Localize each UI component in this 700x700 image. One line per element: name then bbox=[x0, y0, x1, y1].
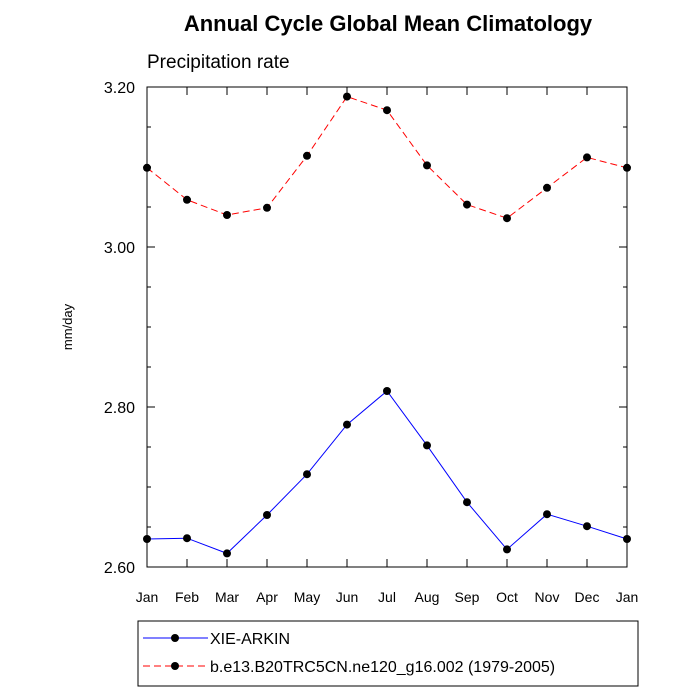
data-point bbox=[263, 203, 271, 212]
legend-marker bbox=[171, 662, 179, 670]
data-point bbox=[543, 510, 551, 519]
x-tick-label: Nov bbox=[535, 589, 560, 605]
x-tick-label: Feb bbox=[175, 589, 199, 605]
data-point bbox=[303, 151, 311, 160]
chart-subtitle: Precipitation rate bbox=[147, 52, 290, 73]
plot-frame bbox=[146, 86, 628, 568]
data-point bbox=[183, 534, 191, 543]
y-tick-label: 3.20 bbox=[104, 80, 135, 97]
x-tick-label: Jun bbox=[336, 589, 359, 605]
data-point bbox=[623, 163, 631, 172]
data-point bbox=[463, 498, 471, 507]
y-axis-label: mm/day bbox=[60, 303, 75, 350]
legend-marker bbox=[171, 634, 179, 642]
y-tick-label: 3.00 bbox=[104, 240, 135, 257]
x-tick-label: Jan bbox=[616, 589, 639, 605]
legend-box bbox=[137, 620, 639, 687]
x-tick-label: May bbox=[294, 589, 320, 605]
data-point bbox=[503, 545, 511, 554]
data-point bbox=[263, 511, 271, 519]
data-point bbox=[423, 161, 431, 170]
data-point bbox=[543, 183, 551, 192]
data-point bbox=[223, 549, 231, 558]
data-point bbox=[423, 441, 431, 450]
data-point bbox=[463, 200, 471, 209]
series-layer bbox=[143, 92, 631, 558]
data-point bbox=[583, 522, 591, 531]
series-line-0 bbox=[146, 390, 628, 554]
legend-label-0: XIE-ARKIN bbox=[210, 631, 290, 648]
data-point bbox=[383, 106, 391, 115]
data-point bbox=[223, 211, 231, 219]
data-point bbox=[303, 470, 311, 479]
y-tick-label: 2.80 bbox=[104, 400, 135, 417]
y-tick-label: 2.60 bbox=[104, 560, 135, 577]
data-point bbox=[383, 387, 391, 395]
x-tick-label: Jan bbox=[136, 589, 159, 605]
data-point bbox=[143, 535, 151, 543]
x-tick-label: Dec bbox=[575, 589, 600, 605]
data-point bbox=[503, 214, 511, 223]
x-tick-label: Aug bbox=[415, 589, 440, 605]
data-point bbox=[143, 163, 151, 172]
x-tick-label: Oct bbox=[496, 589, 518, 605]
legend-label-1: b.e13.B20TRC5CN.ne120_g16.002 (1979-2005… bbox=[210, 659, 555, 676]
chart-title: Annual Cycle Global Mean Climatology bbox=[184, 11, 593, 36]
series-line-1 bbox=[146, 96, 628, 219]
x-tick-label: Mar bbox=[215, 589, 239, 605]
x-tick-label: Jul bbox=[378, 589, 396, 605]
data-point bbox=[343, 420, 351, 429]
data-point bbox=[343, 92, 351, 101]
data-point bbox=[183, 195, 191, 204]
data-point bbox=[623, 535, 631, 543]
x-tick-label: Sep bbox=[455, 589, 480, 605]
axis-ticks: Jan Feb Mar Apr May Jun Jul Aug Sep Oct Nov Dec Jan2… bbox=[104, 80, 638, 605]
data-point bbox=[583, 153, 591, 162]
legend: XIE-ARKIN b.e13.B20TRC5CN.ne120_g16.002 (… bbox=[137, 620, 639, 687]
x-tick-label: Apr bbox=[256, 589, 278, 605]
